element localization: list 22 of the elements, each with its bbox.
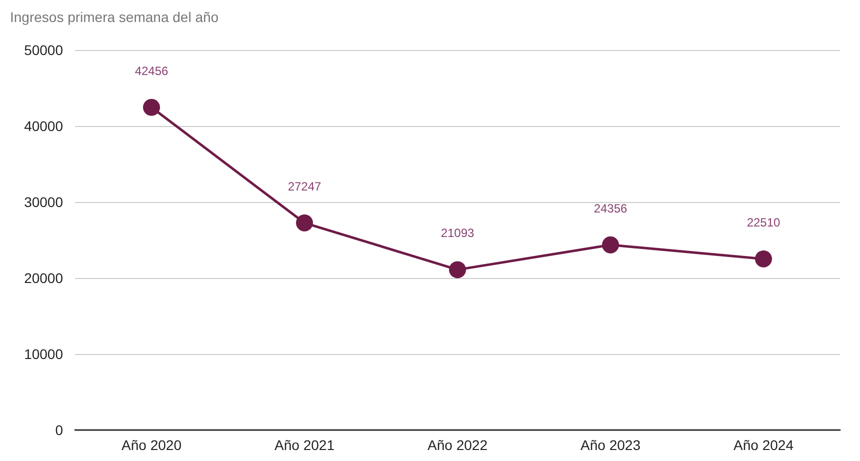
point xyxy=(755,250,772,268)
point xyxy=(449,261,466,278)
y-tick-label: 20000 xyxy=(24,270,64,286)
data-label: 27247 xyxy=(288,179,322,194)
point xyxy=(143,98,160,116)
point xyxy=(296,214,313,232)
y-tick-label: 40000 xyxy=(24,118,64,134)
chart-title: Ingresos primera semana del año xyxy=(10,9,219,25)
data-label: 24356 xyxy=(594,201,628,216)
point xyxy=(602,236,619,254)
y-tick-label: 30000 xyxy=(24,194,64,210)
y-tick-label: 10000 xyxy=(24,346,64,362)
data-label: 22510 xyxy=(746,215,781,230)
x-tick-label: Año 2021 xyxy=(274,437,335,453)
x-tick-label: Año 2023 xyxy=(580,437,641,453)
data-label: 21093 xyxy=(440,226,475,240)
data-label: 42456 xyxy=(134,64,169,78)
x-tick-label: Año 2024 xyxy=(734,437,794,453)
y-tick-label: 0 xyxy=(55,422,64,438)
y-tick-label: 50000 xyxy=(24,42,64,58)
x-tick-label: Año 2022 xyxy=(428,437,488,453)
x-tick-label: Año 2020 xyxy=(122,437,182,453)
